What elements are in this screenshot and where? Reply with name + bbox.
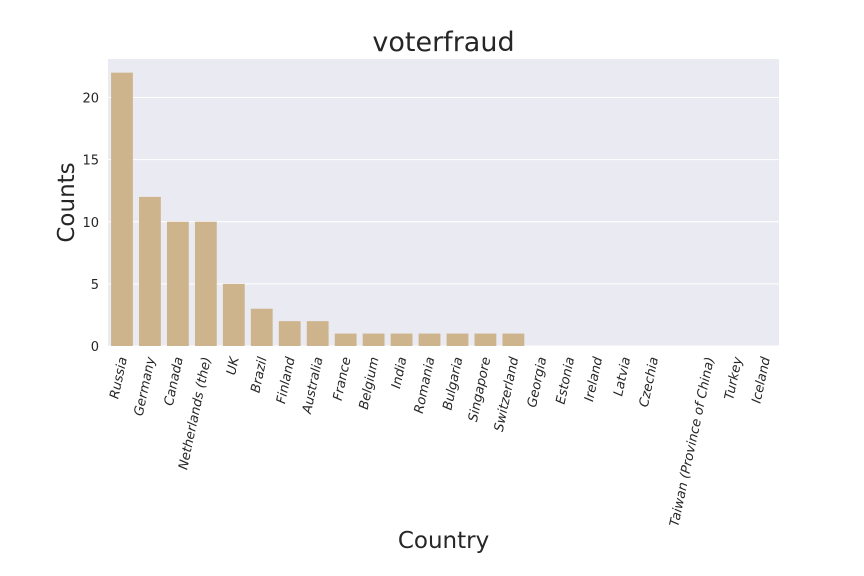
x-tick-label: Germany [132,355,159,417]
bar [222,283,245,346]
x-tick-label: Australia [300,356,327,416]
x-tick-label: Taiwan (Province of China) [667,356,718,528]
plot-area [108,59,779,346]
x-tick-label: Estonia [554,356,579,406]
bar [418,333,441,346]
bar [446,333,469,346]
y-axis-label: Counts [54,162,80,242]
bars [111,72,525,347]
x-axis-label: Country [398,528,489,554]
y-tick-labels: 0 5 10 15 20 [82,92,99,355]
bar [502,333,525,346]
bar [194,221,217,346]
bar [250,308,273,346]
x-tick-label: Turkey [722,355,746,401]
bar [166,221,189,346]
x-tick-label: India [389,356,410,390]
x-tick-label: Belgium [357,356,383,411]
chart-title: voterfraud [372,27,514,58]
y-tick-label: 10 [82,216,99,231]
y-tick-label: 5 [91,278,99,293]
x-tick-label: Bulgaria [441,356,467,412]
x-tick-label: Romania [412,356,439,415]
y-tick-label: 15 [82,154,99,169]
bar [111,72,133,347]
x-tick-label: Canada [162,356,187,408]
x-tick-label: Singapore [466,356,494,424]
bar [306,321,329,346]
bar [334,333,357,346]
x-tick-label: Ireland [582,355,606,403]
x-tick-label: Brazil [248,355,270,394]
bar [390,333,413,346]
bar [362,333,385,346]
x-tick-label: Georgia [525,356,550,409]
bar [278,321,301,346]
x-tick-label: Switzerland [492,355,523,433]
x-tick-label: Czechia [637,356,662,409]
bar [474,333,497,346]
gridlines [108,97,779,347]
x-tick-label: Iceland [749,355,774,405]
x-tick-label: UK [224,354,243,376]
y-tick-label: 20 [82,92,99,107]
x-tick-label: Russia [107,356,130,401]
bar [139,196,161,346]
x-tick-label: France [331,356,355,402]
x-tick-label: Finland [274,355,299,405]
y-tick-label: 0 [91,340,99,355]
x-tick-label: Latvia [611,356,634,398]
